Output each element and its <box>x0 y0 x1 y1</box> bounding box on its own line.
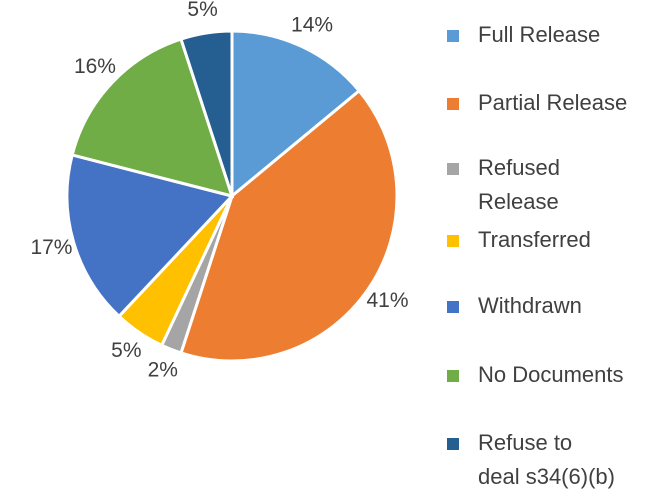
legend-swatch <box>447 163 459 175</box>
data-label: 2% <box>148 358 178 381</box>
legend-label: Withdrawn <box>478 293 582 318</box>
legend-label: Refused Release <box>478 155 560 214</box>
chart: 14% 41% 2% 5% 17% 16% 5% <box>30 0 408 381</box>
legend-item: Refuse to deal s34(6)(b) <box>447 430 618 494</box>
legend-label: Full Release <box>478 22 601 47</box>
data-label: 17% <box>30 236 72 259</box>
pie-slice <box>230 29 362 200</box>
legend-swatch <box>447 301 459 313</box>
legend-label: Partial Release <box>478 90 628 115</box>
legend-label: Transferred <box>478 227 591 252</box>
pie-slice <box>179 29 234 197</box>
legend-swatch <box>447 30 459 42</box>
pie-slice <box>70 37 235 199</box>
legend-label: No Documents <box>478 362 624 387</box>
legend-swatch <box>447 235 459 247</box>
data-label: 5% <box>111 339 141 362</box>
legend-swatch <box>447 438 459 450</box>
legend-item: Refused Release <box>447 155 618 219</box>
legend-item: Transferred <box>447 227 591 257</box>
pie-slice <box>179 88 399 363</box>
legend-item: Partial Release <box>447 90 627 120</box>
data-label: 5% <box>187 0 217 21</box>
legend-item: No Documents <box>447 362 624 392</box>
data-label: 16% <box>74 55 116 78</box>
legend-label: Refuse to deal s34(6)(b) <box>478 430 615 489</box>
data-label: 14% <box>291 13 333 36</box>
legend-item: Withdrawn <box>447 293 582 323</box>
legend-swatch <box>447 370 459 382</box>
legend-item: Full Release <box>447 22 600 52</box>
pie-slice <box>65 153 235 319</box>
legend-swatch <box>447 98 459 110</box>
data-label: 41% <box>366 289 408 312</box>
